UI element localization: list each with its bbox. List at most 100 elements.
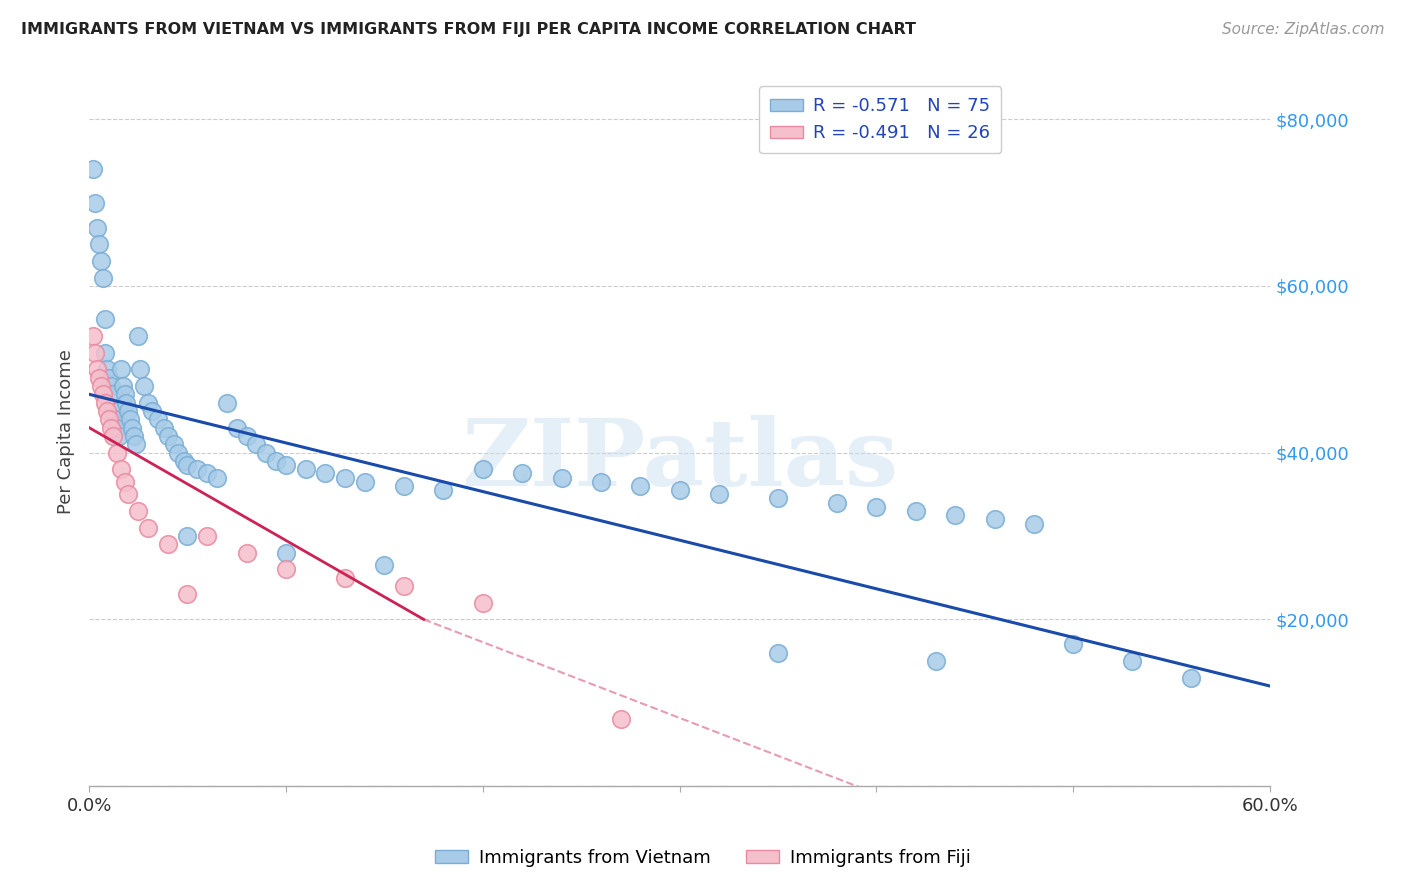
Point bbox=[264, 454, 287, 468]
Point bbox=[94, 395, 117, 409]
Point bbox=[86, 220, 108, 235]
Point bbox=[510, 467, 533, 481]
Point bbox=[114, 387, 136, 401]
Point bbox=[195, 467, 218, 481]
Point bbox=[90, 253, 112, 268]
Point bbox=[96, 404, 118, 418]
Point bbox=[163, 437, 186, 451]
Point bbox=[84, 345, 107, 359]
Point bbox=[392, 479, 415, 493]
Point bbox=[101, 387, 124, 401]
Point bbox=[124, 429, 146, 443]
Point bbox=[82, 162, 104, 177]
Point bbox=[156, 537, 179, 551]
Point bbox=[117, 404, 139, 418]
Point bbox=[254, 445, 277, 459]
Point bbox=[195, 529, 218, 543]
Point bbox=[91, 387, 114, 401]
Point bbox=[924, 654, 946, 668]
Point bbox=[136, 521, 159, 535]
Point bbox=[94, 312, 117, 326]
Point bbox=[96, 362, 118, 376]
Legend: Immigrants from Vietnam, Immigrants from Fiji: Immigrants from Vietnam, Immigrants from… bbox=[427, 842, 979, 874]
Legend: R = -0.571   N = 75, R = -0.491   N = 26: R = -0.571 N = 75, R = -0.491 N = 26 bbox=[759, 87, 1001, 153]
Point bbox=[176, 587, 198, 601]
Point bbox=[125, 437, 148, 451]
Point bbox=[87, 237, 110, 252]
Point bbox=[87, 370, 110, 384]
Point bbox=[176, 458, 198, 472]
Point bbox=[101, 404, 124, 418]
Point bbox=[766, 491, 789, 506]
Point bbox=[1121, 654, 1143, 668]
Point bbox=[766, 646, 789, 660]
Point bbox=[117, 487, 139, 501]
Point bbox=[110, 362, 132, 376]
Point bbox=[333, 571, 356, 585]
Point bbox=[134, 379, 156, 393]
Point bbox=[983, 512, 1005, 526]
Point bbox=[865, 500, 887, 514]
Point bbox=[294, 462, 316, 476]
Point bbox=[943, 508, 966, 523]
Point bbox=[104, 412, 127, 426]
Point bbox=[82, 329, 104, 343]
Point bbox=[114, 475, 136, 489]
Point bbox=[609, 713, 631, 727]
Point bbox=[127, 504, 149, 518]
Point bbox=[136, 395, 159, 409]
Point bbox=[91, 270, 114, 285]
Point bbox=[274, 546, 297, 560]
Point bbox=[225, 420, 247, 434]
Point bbox=[274, 562, 297, 576]
Point bbox=[215, 395, 238, 409]
Point bbox=[153, 420, 176, 434]
Point bbox=[550, 470, 572, 484]
Point bbox=[129, 362, 152, 376]
Point bbox=[628, 479, 651, 493]
Point bbox=[97, 370, 120, 384]
Point bbox=[333, 470, 356, 484]
Point bbox=[90, 379, 112, 393]
Point bbox=[205, 470, 228, 484]
Point bbox=[141, 404, 163, 418]
Point bbox=[105, 445, 128, 459]
Point bbox=[100, 379, 122, 393]
Point bbox=[235, 429, 257, 443]
Point bbox=[84, 195, 107, 210]
Point bbox=[668, 483, 690, 498]
Text: Source: ZipAtlas.com: Source: ZipAtlas.com bbox=[1222, 22, 1385, 37]
Point bbox=[432, 483, 454, 498]
Point bbox=[127, 329, 149, 343]
Point bbox=[904, 504, 927, 518]
Point bbox=[173, 454, 195, 468]
Point bbox=[86, 362, 108, 376]
Point bbox=[100, 420, 122, 434]
Point bbox=[235, 546, 257, 560]
Point bbox=[471, 462, 494, 476]
Point bbox=[166, 445, 188, 459]
Text: IMMIGRANTS FROM VIETNAM VS IMMIGRANTS FROM FIJI PER CAPITA INCOME CORRELATION CH: IMMIGRANTS FROM VIETNAM VS IMMIGRANTS FR… bbox=[21, 22, 917, 37]
Point bbox=[373, 558, 395, 573]
Point bbox=[146, 412, 169, 426]
Y-axis label: Per Capita Income: Per Capita Income bbox=[58, 350, 75, 514]
Point bbox=[825, 496, 848, 510]
Point bbox=[314, 467, 336, 481]
Point bbox=[111, 379, 134, 393]
Point bbox=[115, 395, 138, 409]
Point bbox=[471, 596, 494, 610]
Text: ZIPatlas: ZIPatlas bbox=[461, 415, 898, 505]
Point bbox=[589, 475, 612, 489]
Point bbox=[110, 462, 132, 476]
Point bbox=[156, 429, 179, 443]
Point bbox=[107, 429, 129, 443]
Point bbox=[120, 412, 142, 426]
Point bbox=[392, 579, 415, 593]
Point bbox=[245, 437, 267, 451]
Point bbox=[1180, 671, 1202, 685]
Point bbox=[1062, 637, 1084, 651]
Point bbox=[94, 345, 117, 359]
Point bbox=[353, 475, 375, 489]
Point bbox=[176, 529, 198, 543]
Point bbox=[121, 420, 143, 434]
